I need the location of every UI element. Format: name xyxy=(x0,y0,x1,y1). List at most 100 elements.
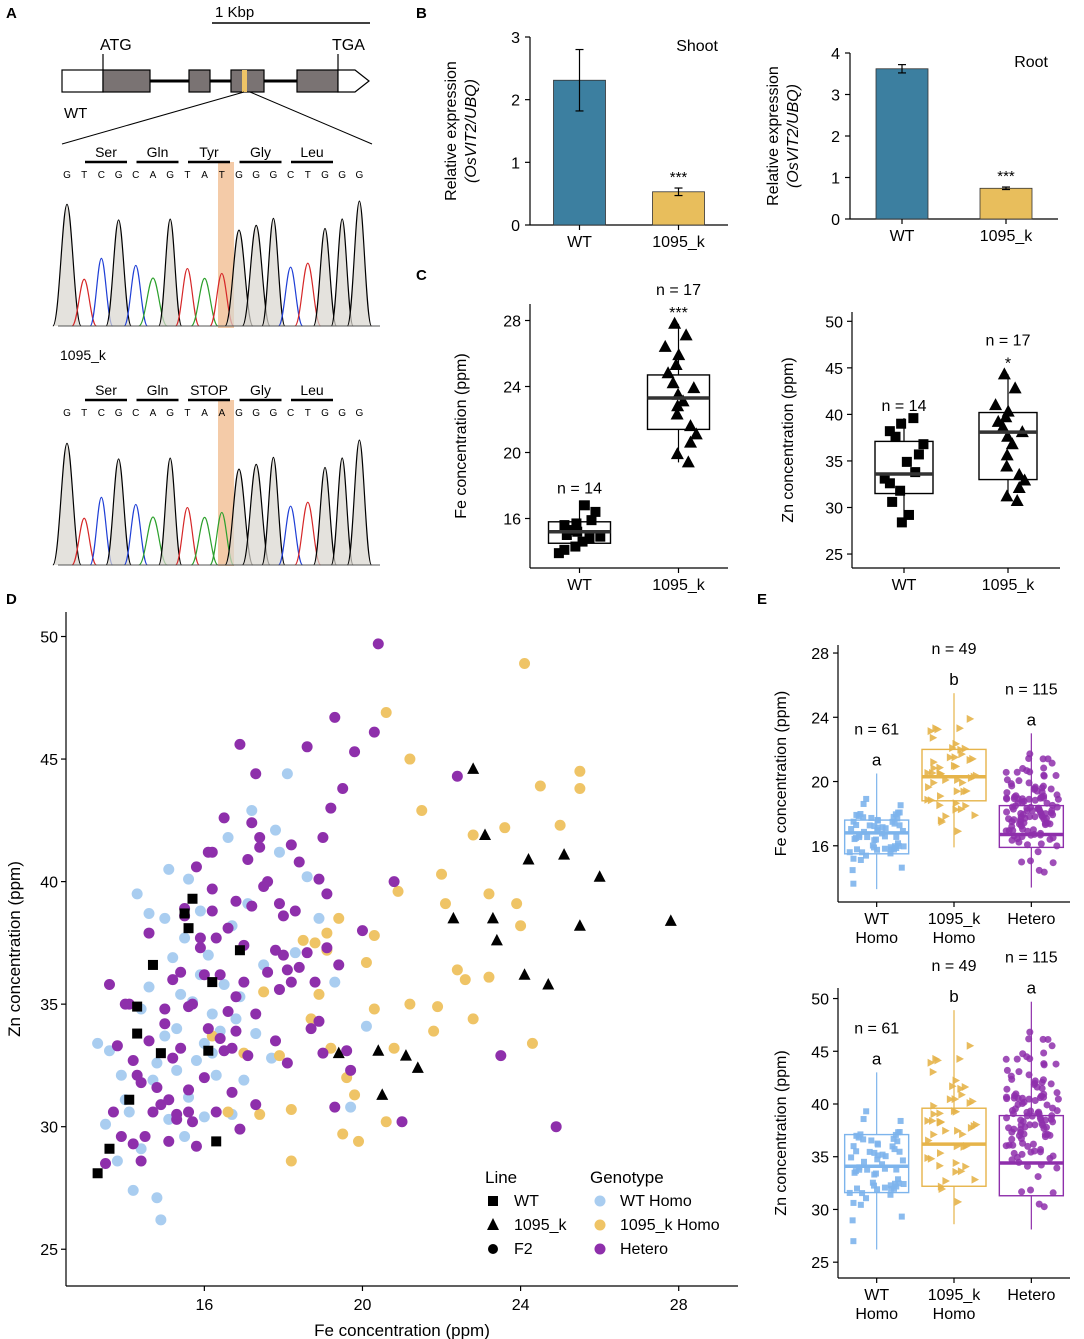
x-tick-label: WT xyxy=(567,577,592,594)
data-point-circle xyxy=(262,876,274,888)
data-point-square xyxy=(147,959,158,970)
panel-label-b: B xyxy=(416,5,427,22)
data-point-square xyxy=(891,1180,898,1187)
data-point-circle xyxy=(202,949,214,961)
data-point-square xyxy=(872,836,879,843)
data-point-square xyxy=(848,826,855,833)
significance-stars: *** xyxy=(997,168,1015,185)
trace-peak-g xyxy=(241,224,271,327)
trace-peak-g xyxy=(158,457,183,566)
data-point-circle xyxy=(230,1013,242,1025)
data-point-triangle xyxy=(951,1095,960,1104)
data-point-square xyxy=(891,843,898,850)
group-letter: b xyxy=(949,987,958,1006)
data-point-circle xyxy=(451,964,463,976)
data-point-triangle xyxy=(661,366,675,379)
x-tick-label: 1095_k xyxy=(652,577,705,594)
data-point-circle xyxy=(289,905,301,917)
data-point-square xyxy=(887,1182,894,1189)
base-c: C xyxy=(98,170,105,181)
data-point-triangle xyxy=(929,733,938,742)
data-point-circle xyxy=(167,974,179,986)
data-point-triangle xyxy=(1005,437,1019,450)
data-point-square xyxy=(900,1181,907,1188)
data-point-circle xyxy=(262,966,274,978)
codon-label-ser: Ser xyxy=(95,144,117,160)
data-point-circle xyxy=(353,1135,365,1147)
data-point-circle xyxy=(404,998,416,1010)
data-point-circle xyxy=(1049,859,1057,867)
y-tick-label: 30 xyxy=(811,1202,829,1219)
data-point-square xyxy=(874,1186,881,1193)
sample-count: n = 115 xyxy=(1005,681,1058,698)
data-point-circle xyxy=(155,1214,167,1226)
data-point-circle xyxy=(1023,841,1031,849)
trace-peak-g xyxy=(312,466,338,566)
data-point-triangle xyxy=(997,367,1011,380)
data-point-circle xyxy=(574,782,586,794)
data-point-circle xyxy=(171,1108,183,1120)
data-point-circle xyxy=(285,1104,297,1116)
data-point-square xyxy=(586,515,597,526)
data-point-circle xyxy=(171,1064,183,1076)
data-point-circle xyxy=(242,1050,254,1062)
data-point-circle xyxy=(183,1084,195,1096)
trace-peak-g xyxy=(158,218,183,327)
data-point-circle xyxy=(1053,842,1061,850)
data-point-square xyxy=(857,1201,864,1208)
data-point-square xyxy=(903,509,914,520)
data-point-square xyxy=(884,478,895,489)
data-point-square xyxy=(895,1176,902,1183)
data-point-square xyxy=(890,431,901,442)
data-point-circle xyxy=(550,1121,562,1133)
data-point-circle xyxy=(1031,1097,1039,1105)
data-point-triangle xyxy=(593,870,606,882)
data-point-circle xyxy=(1044,1035,1052,1043)
data-point-square xyxy=(887,1191,894,1198)
base-g: G xyxy=(356,170,364,181)
data-point-square xyxy=(879,1161,886,1168)
data-point-square xyxy=(849,1217,856,1224)
data-point-triangle xyxy=(666,376,680,389)
y-axis-label: Relative expression xyxy=(443,61,460,201)
data-point-triangle xyxy=(1001,404,1015,417)
data-point-triangle xyxy=(927,727,936,736)
data-point-circle xyxy=(360,1020,372,1032)
data-point-triangle xyxy=(518,968,531,980)
data-point-square xyxy=(846,849,853,856)
data-point-circle xyxy=(238,1074,250,1086)
data-point-triangle xyxy=(542,978,555,990)
data-point-square xyxy=(874,1152,881,1159)
base-c: C xyxy=(287,170,294,181)
data-point-circle xyxy=(345,1064,357,1076)
group-letter: b xyxy=(949,670,958,689)
data-point-circle xyxy=(293,961,305,973)
y-tick-label: 40 xyxy=(825,407,843,424)
data-point-square xyxy=(595,531,606,542)
data-point-circle xyxy=(309,937,321,949)
data-point-triangle xyxy=(676,394,690,407)
group-letter: a xyxy=(872,751,882,770)
data-point-triangle xyxy=(668,316,682,329)
data-point-triangle xyxy=(930,1110,939,1119)
data-point-square xyxy=(871,844,878,851)
base-a: A xyxy=(218,408,225,419)
data-point-circle xyxy=(1021,1123,1029,1131)
data-point-triangle xyxy=(681,455,695,468)
data-point-circle xyxy=(277,949,289,961)
trace-peak-t xyxy=(71,278,98,327)
data-point-square xyxy=(897,802,904,809)
panel-label-a: A xyxy=(6,5,17,22)
data-point-circle xyxy=(1013,1055,1021,1063)
data-point-square xyxy=(860,800,867,807)
group-letter: a xyxy=(1027,979,1037,998)
mutant-codon-row: Ser Gln STOP Gly Leu xyxy=(85,382,333,402)
data-point-square xyxy=(860,814,867,821)
y-tick-label: 3 xyxy=(511,30,520,47)
data-point-circle xyxy=(1008,1128,1016,1136)
data-point-circle xyxy=(1003,1114,1011,1122)
data-point-triangle xyxy=(936,792,945,801)
data-point-square xyxy=(884,426,895,437)
